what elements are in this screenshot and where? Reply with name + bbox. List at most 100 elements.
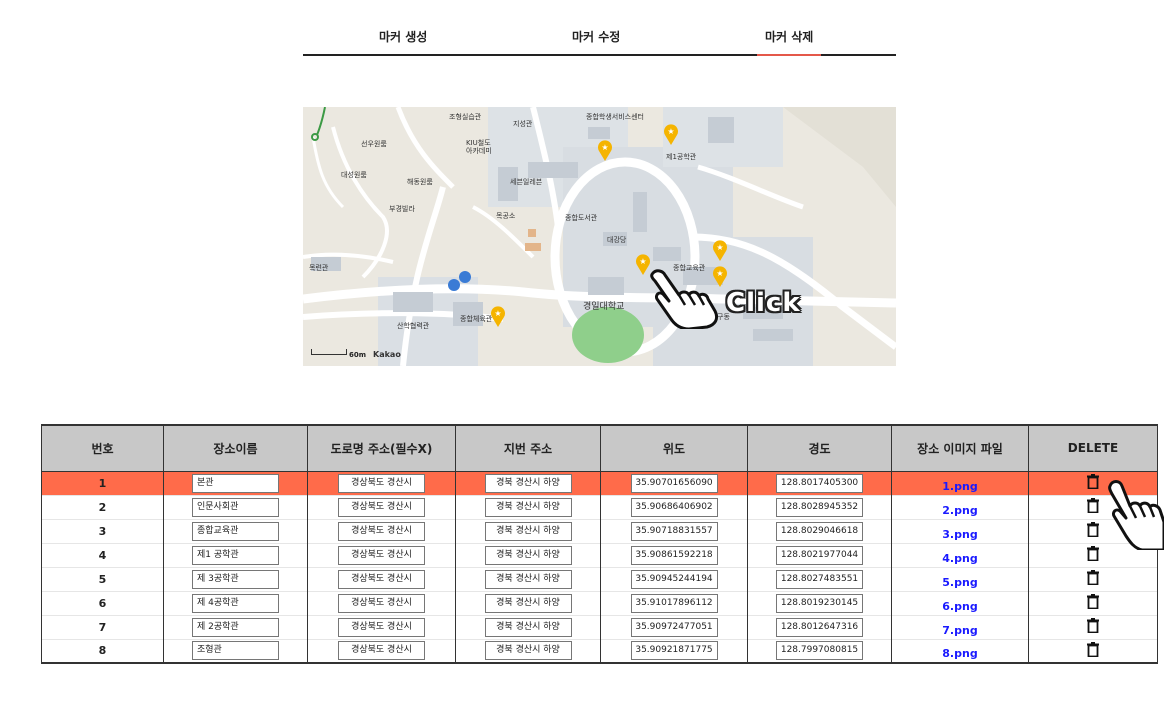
table-row[interactable]: 3 종합교육관 경상북도 경산시 경북 경산시 하양 35.90718831557 128… xyxy=(41,519,1158,543)
marker-tabs: 마커 생성 마커 수정 마커 삭제 xyxy=(303,20,896,56)
road-address-input[interactable]: 경상북도 경산시 xyxy=(338,593,425,613)
latitude-input[interactable]: 35.90945244194 xyxy=(630,569,718,589)
road-address-cell: 경상북도 경산시 xyxy=(307,543,456,567)
place-name-input[interactable]: 인문사회관 xyxy=(192,497,279,517)
place-name-cell: 제 3공학관 xyxy=(163,567,308,591)
row-number: 7 xyxy=(41,615,164,639)
latitude-input[interactable]: 35.90861592218 xyxy=(630,545,718,565)
road-address-input[interactable]: 경상북도 경산시 xyxy=(338,617,425,637)
col-header-latitude: 위도 xyxy=(600,424,748,472)
longitude-input[interactable]: 128.8019230145 xyxy=(776,593,863,613)
map-scale-text: 60m xyxy=(349,351,367,359)
table-row[interactable]: 6 제 4공학관 경상북도 경산시 경북 경산시 하양 35.91017896112 12… xyxy=(41,591,1158,615)
trash-icon[interactable] xyxy=(1087,594,1099,612)
campus-map[interactable]: ★ ★ ★ ★ ★ ★ 조형실습관 지성관 종합학생서비스센터 선우원룸 KIU… xyxy=(303,107,896,366)
lot-address-input[interactable]: 경북 경산시 하양 xyxy=(484,545,572,565)
place-name-cell: 제 4공학관 xyxy=(163,591,308,615)
place-name-input[interactable]: 제 3공학관 xyxy=(192,569,279,589)
road-address-input[interactable]: 경상북도 경산시 xyxy=(338,641,425,661)
map-label: KIU철도아카데미 xyxy=(466,139,492,155)
latitude-input[interactable]: 35.91017896112 xyxy=(630,593,718,613)
table-row[interactable]: 8 조형관 경상북도 경산시 경북 경산시 하양 35.90921871775 128.7… xyxy=(41,639,1158,664)
lot-address-input[interactable]: 경북 경산시 하양 xyxy=(484,497,572,517)
tab-marker-edit[interactable]: 마커 수정 xyxy=(572,30,621,44)
place-name-input[interactable]: 제 4공학관 xyxy=(192,593,279,613)
trash-icon[interactable] xyxy=(1087,641,1099,660)
image-file-link[interactable]: 2.png xyxy=(942,503,978,517)
lot-address-input[interactable]: 경북 경산시 하양 xyxy=(484,617,572,637)
lot-address-input[interactable]: 경북 경산시 하양 xyxy=(484,641,572,661)
col-header-image-file: 장소 이미지 파일 xyxy=(891,424,1029,472)
latitude-cell: 35.90686406902 xyxy=(600,495,748,519)
longitude-input[interactable]: 128.7997080815 xyxy=(776,641,863,661)
star-marker-icon[interactable]: ★ xyxy=(712,265,728,287)
star-marker-icon[interactable]: ★ xyxy=(490,305,506,327)
image-file-link[interactable]: 1.png xyxy=(942,479,978,493)
place-name-cell: 조형관 xyxy=(163,639,308,664)
row-number: 8 xyxy=(41,639,164,664)
image-file-cell: 6.png xyxy=(891,591,1029,615)
lot-address-input[interactable]: 경북 경산시 하양 xyxy=(484,593,572,613)
image-file-link[interactable]: 5.png xyxy=(942,575,978,589)
longitude-input[interactable]: 128.8021977044 xyxy=(776,545,863,565)
latitude-input[interactable]: 35.90686406902 xyxy=(630,497,718,517)
place-name-input[interactable]: 제1 공학관 xyxy=(192,545,279,565)
image-file-link[interactable]: 4.png xyxy=(942,551,978,565)
road-address-input[interactable]: 경상북도 경산시 xyxy=(338,521,425,541)
longitude-input[interactable]: 128.8027483551 xyxy=(776,569,863,589)
road-address-input[interactable]: 경상북도 경산시 xyxy=(338,473,425,493)
place-name-input[interactable]: 종합교육관 xyxy=(192,521,279,541)
image-file-link[interactable]: 8.png xyxy=(942,647,978,661)
lot-address-input[interactable]: 경북 경산시 하양 xyxy=(484,473,572,493)
place-name-input[interactable]: 제 2공학관 xyxy=(192,617,279,637)
star-marker-icon[interactable]: ★ xyxy=(712,239,728,261)
lot-address-input[interactable]: 경북 경산시 하양 xyxy=(484,569,572,589)
map-label: 세븐일레븐 xyxy=(510,178,543,186)
table-row[interactable]: 5 제 3공학관 경상북도 경산시 경북 경산시 하양 35.90945244194 12… xyxy=(41,567,1158,591)
image-file-link[interactable]: 6.png xyxy=(942,599,978,613)
longitude-input[interactable]: 128.8028945352 xyxy=(776,497,863,517)
table-row[interactable]: 4 제1 공학관 경상북도 경산시 경북 경산시 하양 35.90861592218 12… xyxy=(41,543,1158,567)
road-address-input[interactable]: 경상북도 경산시 xyxy=(338,545,425,565)
table-row[interactable]: 1 본관 경상북도 경산시 경북 경산시 하양 35.90701656090 128.80… xyxy=(41,471,1158,495)
place-name-input[interactable]: 조형관 xyxy=(192,641,279,661)
map-label: 선우원룸 xyxy=(361,140,387,148)
trash-icon[interactable] xyxy=(1087,474,1099,492)
trash-icon[interactable] xyxy=(1087,522,1099,540)
lot-address-input[interactable]: 경북 경산시 하양 xyxy=(484,521,572,541)
trash-icon[interactable] xyxy=(1087,570,1099,588)
lot-address-cell: 경북 경산시 하양 xyxy=(455,495,601,519)
table-row[interactable]: 2 인문사회관 경상북도 경산시 경북 경산시 하양 35.90686406902 128… xyxy=(41,495,1158,519)
image-file-link[interactable]: 7.png xyxy=(942,623,978,637)
map-label: 대강당 xyxy=(607,236,627,244)
longitude-input[interactable]: 128.8012647316 xyxy=(776,617,863,637)
trash-icon[interactable] xyxy=(1087,546,1099,564)
latitude-input[interactable]: 35.90701656090 xyxy=(630,473,718,493)
place-name-input[interactable]: 본관 xyxy=(192,473,279,493)
tab-marker-create[interactable]: 마커 생성 xyxy=(379,30,428,44)
col-header-number: 번호 xyxy=(41,424,164,472)
latitude-input[interactable]: 35.90718831557 xyxy=(630,521,718,541)
star-marker-icon[interactable]: ★ xyxy=(663,123,679,145)
trash-icon[interactable] xyxy=(1087,618,1099,636)
delete-cell xyxy=(1028,639,1158,664)
star-marker-icon[interactable]: ★ xyxy=(635,253,651,275)
longitude-input[interactable]: 128.8017405300 xyxy=(776,473,863,493)
latitude-cell: 35.90701656090 xyxy=(600,471,748,495)
road-address-input[interactable]: 경상북도 경산시 xyxy=(338,569,425,589)
trash-icon[interactable] xyxy=(1087,498,1099,516)
road-address-cell: 경상북도 경산시 xyxy=(307,519,456,543)
longitude-input[interactable]: 128.8029046618 xyxy=(776,521,863,541)
latitude-input[interactable]: 35.90972477051 xyxy=(630,617,718,637)
image-file-cell: 1.png xyxy=(891,471,1029,495)
image-file-cell: 2.png xyxy=(891,495,1029,519)
road-address-input[interactable]: 경상북도 경산시 xyxy=(338,497,425,517)
tab-marker-delete[interactable]: 마커 삭제 xyxy=(756,30,822,56)
star-marker-icon[interactable]: ★ xyxy=(597,139,613,161)
map-label: 대성원룸 xyxy=(341,171,367,179)
table-row[interactable]: 7 제 2공학관 경상북도 경산시 경북 경산시 하양 35.90972477051 12… xyxy=(41,615,1158,639)
lot-address-cell: 경북 경산시 하양 xyxy=(455,591,601,615)
image-file-link[interactable]: 3.png xyxy=(942,527,978,541)
delete-cell xyxy=(1028,615,1158,639)
latitude-input[interactable]: 35.90921871775 xyxy=(630,641,718,661)
